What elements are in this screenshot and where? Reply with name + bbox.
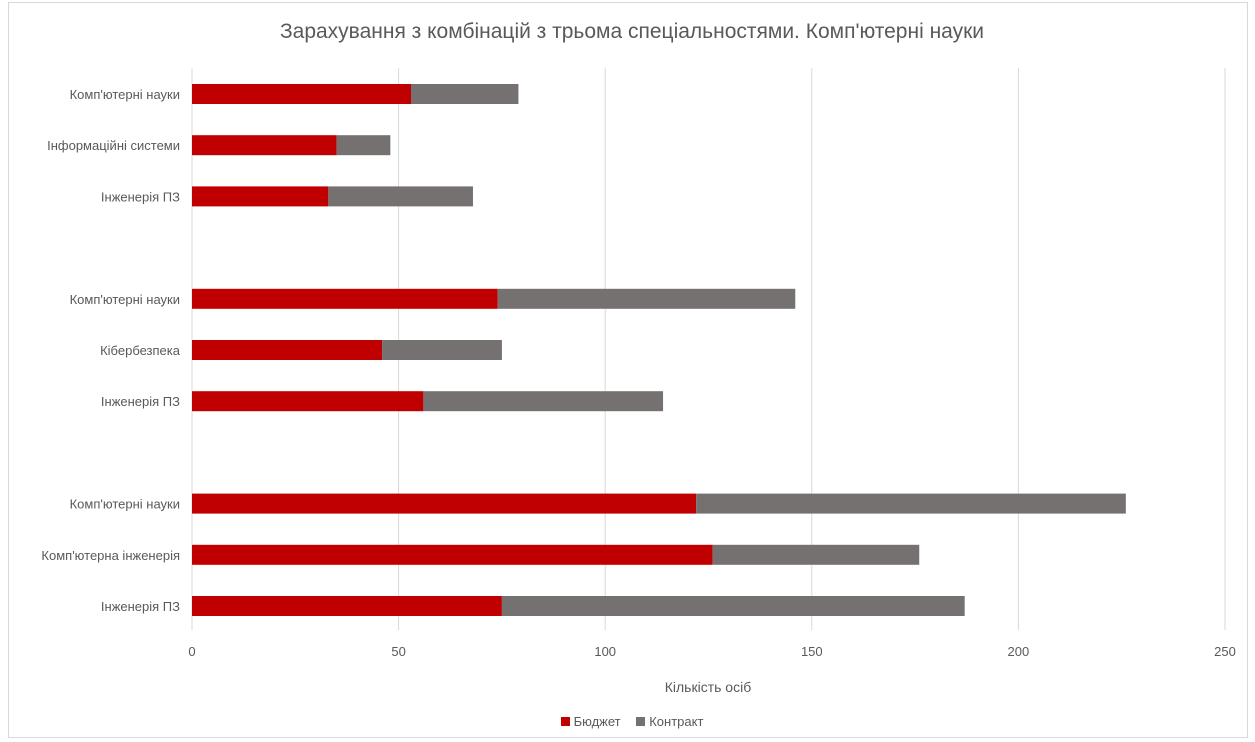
bar-contract bbox=[712, 544, 920, 565]
bar-contract bbox=[501, 596, 965, 616]
bar-budget bbox=[192, 288, 498, 309]
bar-budget bbox=[192, 493, 697, 514]
bar-contract bbox=[336, 135, 391, 156]
x-tick-label: 50 bbox=[391, 644, 405, 659]
bar-contract bbox=[328, 186, 473, 207]
bar-contract bbox=[382, 340, 502, 360]
bar-budget bbox=[192, 596, 502, 616]
x-tick-label: 150 bbox=[801, 644, 823, 659]
bar-contract bbox=[423, 391, 664, 412]
x-axis-label: Кількість осіб bbox=[664, 679, 752, 695]
legend-item-budget: Бюджет bbox=[560, 714, 621, 729]
legend-label-budget: Бюджет bbox=[573, 714, 621, 729]
category-label: Комп'ютерні науки bbox=[70, 497, 180, 512]
bar-budget bbox=[192, 84, 411, 104]
category-label: Інженерія ПЗ bbox=[101, 189, 180, 204]
bar-contract bbox=[497, 288, 796, 309]
legend-label-contract: Контракт bbox=[649, 714, 704, 729]
x-tick-label: 250 bbox=[1214, 644, 1236, 659]
legend-swatch-budget bbox=[560, 717, 570, 726]
bar-contract bbox=[696, 493, 1126, 514]
category-label: Кібербезпека bbox=[100, 343, 181, 358]
chart-title: Зарахування з комбінацій з трьома спеціа… bbox=[279, 20, 985, 43]
category-label: Комп'ютерні науки bbox=[70, 292, 180, 307]
legend: Бюджет Контракт bbox=[0, 714, 1255, 729]
legend-swatch-contract bbox=[636, 717, 646, 726]
x-tick-label: 0 bbox=[188, 644, 195, 659]
category-label: Комп'ютерна інженерія bbox=[41, 548, 180, 563]
x-tick-label: 200 bbox=[1008, 644, 1030, 659]
category-label: Інженерія ПЗ bbox=[101, 394, 180, 409]
bar-budget bbox=[192, 544, 713, 565]
bar-budget bbox=[192, 186, 329, 207]
category-label: Комп'ютерні науки bbox=[70, 87, 180, 102]
bar-contract bbox=[410, 84, 519, 104]
bar-budget bbox=[192, 135, 337, 156]
bar-budget bbox=[192, 391, 424, 412]
category-label: Інформаційні системи bbox=[47, 138, 180, 153]
legend-item-contract: Контракт bbox=[636, 714, 703, 729]
category-label: Інженерія ПЗ bbox=[101, 599, 180, 614]
x-tick-label: 100 bbox=[594, 644, 616, 659]
bar-budget bbox=[192, 340, 383, 360]
